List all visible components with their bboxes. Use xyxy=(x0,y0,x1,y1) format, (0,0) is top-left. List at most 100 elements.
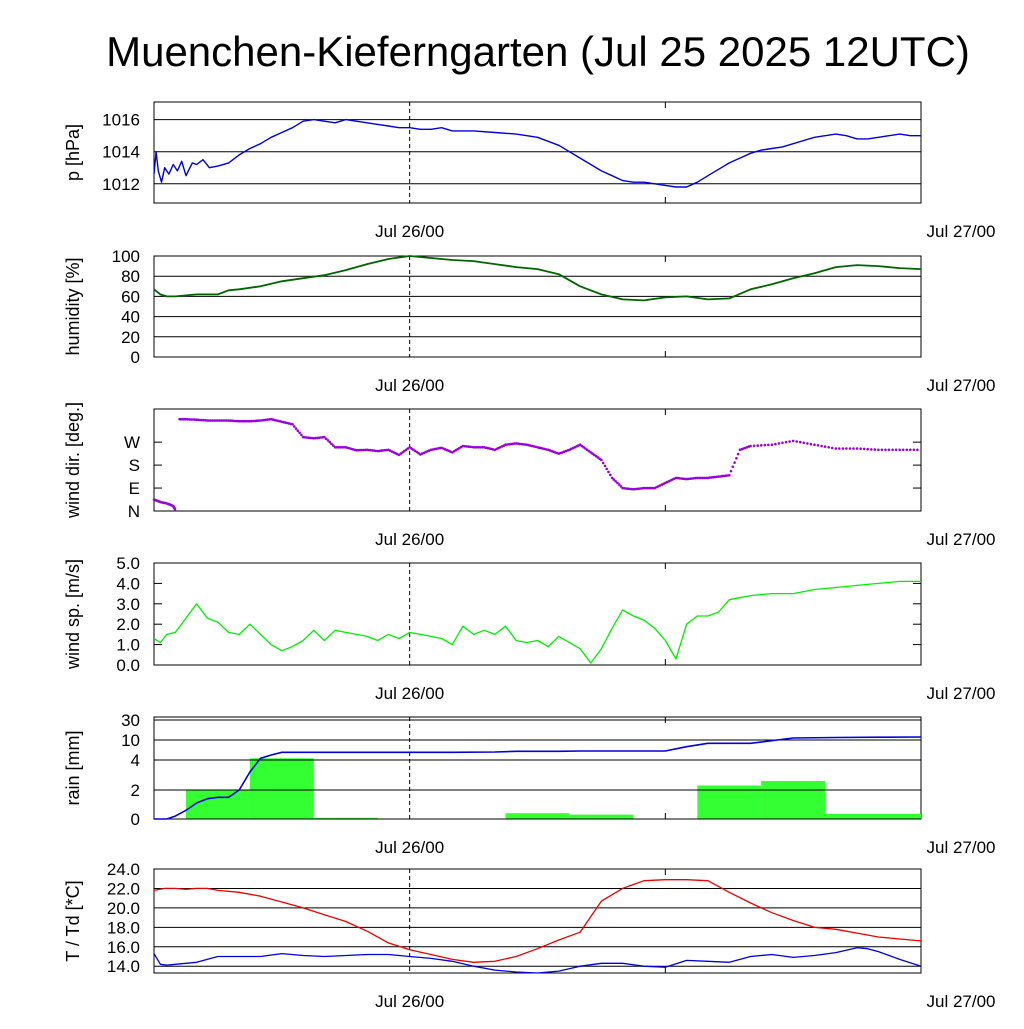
wind-dir-point xyxy=(211,419,214,422)
wind-dir-point xyxy=(834,447,838,450)
wind-dir-y-tick-label: N xyxy=(128,502,140,521)
wind-dir-point xyxy=(605,467,608,471)
rain-bar xyxy=(505,813,570,819)
wind-dir-point xyxy=(333,446,337,449)
rain-bar xyxy=(697,785,762,819)
wind-dir-point xyxy=(619,485,623,488)
wind-dir-point xyxy=(855,447,859,450)
wind-dir-point xyxy=(610,476,614,480)
pressure-y-tick-label: 1016 xyxy=(102,111,140,130)
wind-dir-point xyxy=(859,447,862,451)
wind-dir-point xyxy=(784,440,788,444)
wind-dir-point xyxy=(795,440,798,443)
wind-speed-y-axis-label: wind sp. [m/s] xyxy=(63,559,83,670)
humidity-x-tick-label: Jul 26/00 xyxy=(375,376,444,395)
rain-y-tick-label: 30 xyxy=(121,711,140,730)
wind-dir-point xyxy=(891,448,894,452)
pressure-y-axis-label: p [hPa] xyxy=(63,124,83,181)
wind-dir-point xyxy=(328,440,332,444)
wind-dir-point xyxy=(873,448,877,451)
wind-dir-point xyxy=(884,448,887,452)
rain-y-tick-label: 0 xyxy=(131,810,140,829)
rain-bar xyxy=(825,813,921,819)
wind-dir-point xyxy=(696,476,699,480)
wind-dir-point xyxy=(752,444,756,448)
rain-y-tick-label: 10 xyxy=(121,731,140,750)
wind-dir-point xyxy=(214,419,218,422)
wind-dir-point xyxy=(644,486,648,490)
wind-dir-point xyxy=(767,443,770,447)
wind-dir-point xyxy=(479,446,483,449)
wind-dir-point xyxy=(733,461,736,464)
wind-dir-point xyxy=(649,486,653,490)
wind-dir-point xyxy=(729,469,733,473)
humidity-y-tick-label: 60 xyxy=(121,287,140,306)
wind-dir-point xyxy=(651,486,655,490)
rain-accum-line xyxy=(154,736,922,820)
wind-dir-point xyxy=(223,419,227,422)
wind-dir-point xyxy=(770,443,774,447)
pressure-panel: 1012 1014 1016 p [hPa] Jul 26/00 Jul 27/00 xyxy=(63,101,996,241)
humidity-y-tick-label: 0 xyxy=(131,348,140,367)
wind-dir-point xyxy=(397,453,401,457)
wind-dir-point xyxy=(841,447,845,450)
wind-dir-point xyxy=(403,449,406,453)
dewpoint-line xyxy=(153,947,922,974)
wind-speed-line xyxy=(153,580,921,664)
temperature-line xyxy=(153,879,922,963)
wind-dir-point xyxy=(239,419,243,423)
wind-dir-point xyxy=(813,443,816,447)
wind-dir-point xyxy=(901,448,905,452)
humidity-y-axis-label: humidity [%] xyxy=(63,257,83,355)
wind-speed-y-tick-label: 2.0 xyxy=(116,615,140,634)
wind-dir-point xyxy=(472,446,475,449)
wind-dir-point xyxy=(584,447,587,450)
wind-dir-frame xyxy=(153,408,922,512)
wind-dir-point xyxy=(816,444,820,447)
wind-dir-point xyxy=(887,448,891,452)
wind-dir-point xyxy=(332,444,335,447)
wind-dir-point xyxy=(894,448,898,452)
wind-speed-y-tick-label: 3.0 xyxy=(116,595,140,614)
temperature-frame xyxy=(153,868,922,974)
temperature-y-tick-label: 14.0 xyxy=(107,957,140,976)
wind-dir-point xyxy=(731,465,735,469)
wind-dir-point xyxy=(291,423,294,426)
rain-bar xyxy=(313,817,378,819)
wind-dir-point xyxy=(593,453,596,457)
wind-dir-point xyxy=(207,419,211,422)
wind-dir-point xyxy=(838,447,841,450)
wind-dir-point xyxy=(221,419,225,422)
wind-dir-point xyxy=(866,447,869,451)
wind-dir-point xyxy=(216,419,220,422)
temperature-y-tick-label: 18.0 xyxy=(107,918,140,937)
wind-speed-panel: 0.01.0 2.03.0 4.05.0 wind sp. [m/s] Jul 26/0… xyxy=(63,554,996,703)
wind-dir-point xyxy=(477,446,481,449)
pressure-x-tick-label: Jul 27/00 xyxy=(927,222,996,241)
wind-dir-point xyxy=(218,419,221,422)
wind-dir-point xyxy=(342,446,346,449)
humidity-y-tick-label: 40 xyxy=(121,308,140,327)
wind-speed-y-tick-label: 0.0 xyxy=(116,656,140,675)
wind-dir-point xyxy=(609,473,612,477)
wind-dir-point xyxy=(777,442,781,445)
wind-dir-point xyxy=(616,481,619,485)
wind-dir-point xyxy=(300,433,303,437)
temperature-x-tick-label: Jul 27/00 xyxy=(927,992,996,1011)
wind-dir-point xyxy=(298,431,301,435)
humidity-x-tick-label: Jul 27/00 xyxy=(927,376,996,395)
wind-dir-point xyxy=(173,507,177,511)
humidity-y-tick-label: 20 xyxy=(121,328,140,347)
wind-dir-point xyxy=(646,486,649,490)
wind-dir-point xyxy=(806,442,809,445)
wind-dir-point xyxy=(591,452,594,455)
wind-dir-point xyxy=(190,418,193,421)
wind-dir-point xyxy=(475,446,479,449)
wind-dir-point xyxy=(735,457,738,460)
wind-dir-point xyxy=(603,464,607,468)
wind-dir-point xyxy=(699,476,703,480)
pressure-frame xyxy=(153,101,922,204)
wind-dir-point xyxy=(909,448,912,452)
wind-dir-point xyxy=(245,419,248,423)
